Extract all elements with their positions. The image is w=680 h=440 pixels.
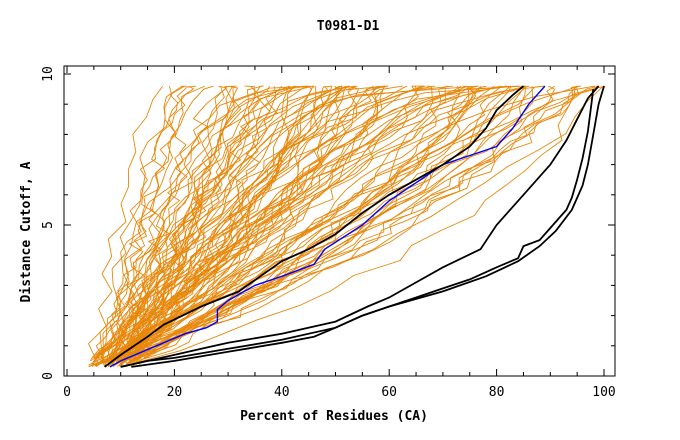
x-axis-label: Percent of Residues (CA) xyxy=(240,409,428,424)
series-line-2 xyxy=(104,85,525,368)
background-curve xyxy=(100,86,446,365)
series-line-5 xyxy=(131,85,605,368)
background-curve xyxy=(130,85,225,366)
background-curve xyxy=(139,85,343,367)
background-curve xyxy=(120,85,482,361)
background-curve xyxy=(99,85,205,364)
background-model-curves xyxy=(87,85,606,368)
x-axis: 0 20 40 60 80 100 xyxy=(63,66,616,400)
background-curve xyxy=(137,85,403,360)
background-curve xyxy=(135,85,502,361)
x-tick-label: 0 xyxy=(63,385,71,400)
x-tick-label: 40 xyxy=(274,385,290,400)
background-curve xyxy=(131,86,525,361)
highlighted-series xyxy=(104,85,605,368)
x-tick-label: 100 xyxy=(592,385,615,400)
x-tick-label: 20 xyxy=(167,385,183,400)
background-curve xyxy=(92,85,291,367)
background-curve xyxy=(125,85,333,366)
background-curve xyxy=(132,86,317,367)
background-curve xyxy=(124,85,512,362)
background-curve xyxy=(119,85,197,367)
background-curve xyxy=(93,85,185,362)
background-curve xyxy=(125,85,358,365)
background-curve xyxy=(132,85,358,361)
background-curve xyxy=(87,85,164,362)
background-curve xyxy=(136,85,579,363)
background-curve xyxy=(122,85,582,359)
background-curve xyxy=(118,85,530,359)
background-curve xyxy=(143,85,556,360)
background-curve xyxy=(107,85,386,368)
x-tick-label: 60 xyxy=(381,385,397,400)
background-curve xyxy=(109,85,507,360)
background-curve xyxy=(108,85,527,361)
background-curve xyxy=(104,85,296,366)
background-curve xyxy=(93,85,556,366)
background-curve xyxy=(124,86,576,367)
series-line-3 xyxy=(120,85,600,368)
series-line-1 xyxy=(109,85,546,368)
background-curve xyxy=(106,85,308,365)
background-curve xyxy=(120,85,229,367)
background-curve xyxy=(119,85,343,366)
y-tick-label: 5 xyxy=(41,221,56,229)
x-tick-label: 80 xyxy=(489,385,505,400)
background-curve xyxy=(106,85,475,361)
background-curve xyxy=(112,85,545,360)
background-curve xyxy=(104,85,387,364)
background-curve xyxy=(103,85,346,367)
background-curve xyxy=(130,85,434,362)
y-tick-label: 0 xyxy=(41,372,56,380)
plot-frame xyxy=(63,65,616,377)
background-curve xyxy=(136,85,479,364)
chart-title: T0981-D1 xyxy=(317,19,380,34)
background-curve xyxy=(112,85,283,362)
y-axis-label: Distance Cutoff, A xyxy=(19,161,34,302)
background-curve xyxy=(143,85,477,359)
background-curve xyxy=(115,86,277,360)
y-tick-label: 10 xyxy=(41,66,56,82)
y-axis: 0 5 10 xyxy=(41,66,615,380)
background-curve xyxy=(91,85,436,359)
background-curve xyxy=(112,85,314,365)
series-line-4 xyxy=(120,88,595,368)
background-curve xyxy=(102,85,315,365)
background-curve xyxy=(90,85,242,360)
background-curve xyxy=(120,85,176,361)
background-curve xyxy=(112,85,472,361)
background-curve xyxy=(115,85,426,365)
